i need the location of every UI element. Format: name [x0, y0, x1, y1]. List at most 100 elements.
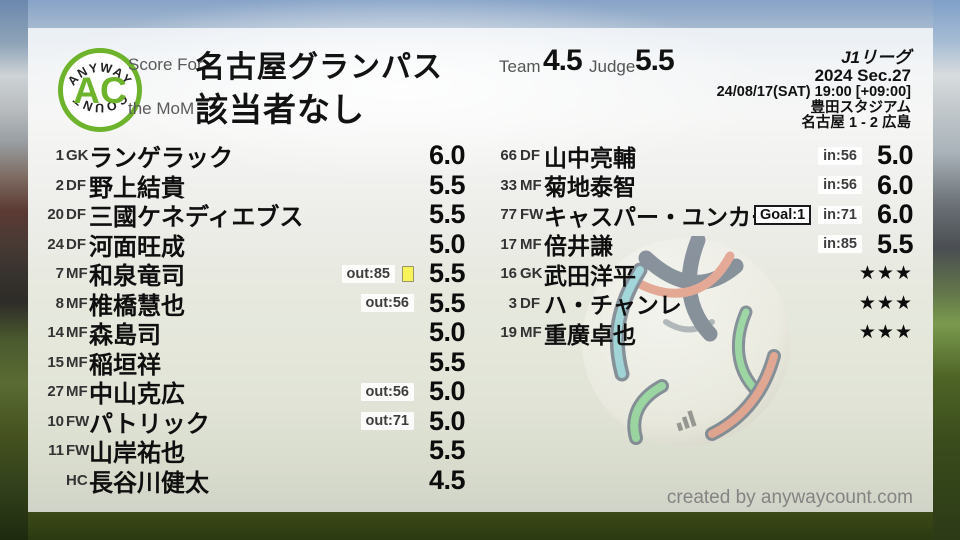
player-name: ランゲラック	[89, 145, 233, 173]
player-badges: in:56	[818, 176, 862, 195]
player-row: 16 GK 武田洋平 ★★★	[483, 259, 913, 289]
player-number: 66	[500, 147, 517, 165]
player-row: 7 MF 和泉竜司 out:85 5.5	[28, 258, 466, 290]
player-position: MF	[520, 235, 542, 253]
player-row: HC 長谷川健太 4.5	[28, 465, 466, 497]
player-position: MF	[66, 383, 88, 401]
photo-right-edge	[933, 0, 960, 540]
player-name: 森島司	[89, 322, 161, 350]
player-row: 77 FW キャスパー・ユンカー Goal:1 in:71 6.0	[483, 199, 913, 230]
player-row: 17 MF 倍井謙 in:85 5.5	[483, 228, 914, 260]
subs-list: 66 DF 山中亮輔 in:56 5.0 33 MF 菊地泰智	[483, 140, 914, 348]
player-name: 倍井謙	[544, 233, 613, 260]
player-badges: out:56	[360, 294, 414, 313]
player-number: 17	[500, 235, 517, 253]
player-position: MF	[66, 265, 88, 283]
player-rating: 6.0	[428, 140, 466, 171]
player-name: 菊地泰智	[544, 174, 636, 201]
player-row: 20 DF 三國ケネディエブス 5.5	[28, 199, 466, 231]
player-number: 3	[508, 294, 517, 312]
player-position: MF	[520, 324, 542, 342]
player-name: 稲垣祥	[89, 351, 161, 379]
player-rating: ★★★	[858, 292, 913, 314]
player-row: 10 FW パトリック out:71 5.0	[28, 405, 466, 438]
player-position: MF	[66, 324, 88, 342]
player-rating: ★★★	[858, 322, 913, 344]
player-position: FW	[66, 442, 90, 460]
player-number: 24	[47, 235, 64, 253]
player-number: 8	[55, 294, 64, 312]
player-row: 19 MF 重廣卓也 ★★★	[483, 318, 913, 348]
player-position: MF	[520, 176, 542, 194]
anywaycount-logo: ANYWAY COUNT AC	[58, 48, 142, 132]
player-rating: 5.5	[428, 435, 466, 466]
player-position: FW	[520, 206, 544, 224]
player-row: 66 DF 山中亮輔 in:56 5.0	[483, 140, 913, 171]
player-rating: 6.0	[876, 169, 914, 200]
player-badges: out:56	[360, 382, 414, 401]
season-section: 2024 Sec.27	[814, 66, 911, 85]
player-number: 15	[47, 353, 64, 371]
player-number: 27	[47, 383, 64, 401]
player-rating: 5.5	[428, 346, 466, 377]
player-name: パトリック	[89, 410, 210, 438]
player-name: 武田洋平	[544, 262, 636, 289]
player-row: 27 MF 中山克広 out:56 5.0	[28, 376, 466, 409]
player-rating: 5.5	[428, 199, 466, 230]
player-number: 11	[48, 442, 64, 460]
mom-value: 該当者なし	[195, 91, 365, 128]
soccer-ball-icon	[582, 236, 790, 446]
sub-in-badge: in:71	[818, 205, 862, 224]
sub-out-badge: out:56	[360, 382, 414, 401]
judge-score-label: Judge	[589, 57, 636, 76]
player-name: 河面旺成	[89, 233, 185, 261]
player-name: 重廣卓也	[544, 321, 636, 348]
goal-badge: Goal:1	[754, 204, 812, 225]
player-row: 14 MF 森島司 5.0	[28, 317, 466, 350]
player-name: 中山克広	[89, 381, 185, 409]
player-position: DF	[520, 294, 540, 312]
match-info: J1リーグ 2024 Sec.27 24/08/17(SAT) 19:00 [+…	[717, 49, 911, 132]
logo-monogram: AC	[73, 70, 126, 111]
starters-list: 1 GK ランゲラック 6.0 2 DF 野上結貴	[28, 140, 466, 497]
player-number: 77	[500, 206, 517, 224]
player-number: 33	[500, 176, 517, 194]
photo-left-edge	[0, 0, 28, 540]
player-position: MF	[66, 294, 88, 312]
player-position: HC	[66, 471, 88, 489]
player-rating: 5.5	[428, 258, 466, 289]
match-datetime: 24/08/17(SAT) 19:00 [+09:00]	[716, 84, 911, 100]
sub-in-badge: in:85	[818, 235, 862, 254]
credit-line: created by anywaycount.com	[666, 487, 913, 508]
player-row: 2 DF 野上結貴 5.5	[28, 170, 466, 202]
player-rating: 5.0	[428, 405, 466, 436]
player-rating: ★★★	[858, 263, 913, 285]
player-position: MF	[66, 353, 88, 371]
player-name: 山岸祐也	[89, 440, 185, 468]
player-badges: Goal:1 in:71	[754, 204, 862, 225]
player-badges: out:85	[341, 264, 414, 283]
player-number: 10	[47, 412, 64, 430]
player-rating: 5.5	[876, 228, 914, 259]
player-position: GK	[520, 265, 543, 283]
player-position: DF	[66, 206, 86, 224]
team-score-label: Team	[499, 57, 541, 76]
sub-out-badge: out:85	[341, 264, 395, 283]
judge-score-value: 5.5	[635, 44, 675, 77]
player-rating: 5.5	[428, 287, 466, 318]
yellow-card-icon	[402, 265, 414, 282]
player-name: ハ・チャンレ	[544, 292, 682, 319]
player-badges: in:56	[818, 146, 862, 165]
player-row: 11 FW 山岸祐也 5.5	[28, 435, 466, 468]
player-number: 1	[55, 147, 64, 165]
player-rating: 5.0	[428, 317, 466, 348]
player-rating: 5.0	[428, 376, 466, 407]
player-number: 16	[500, 265, 517, 283]
team-name: 名古屋グランパス	[195, 51, 443, 84]
sub-in-badge: in:56	[818, 146, 862, 165]
sub-in-badge: in:56	[818, 176, 862, 195]
player-number: 19	[500, 324, 517, 342]
player-row: 33 MF 菊地泰智 in:56 6.0	[483, 169, 914, 201]
score-for-label: Score For	[128, 55, 203, 74]
